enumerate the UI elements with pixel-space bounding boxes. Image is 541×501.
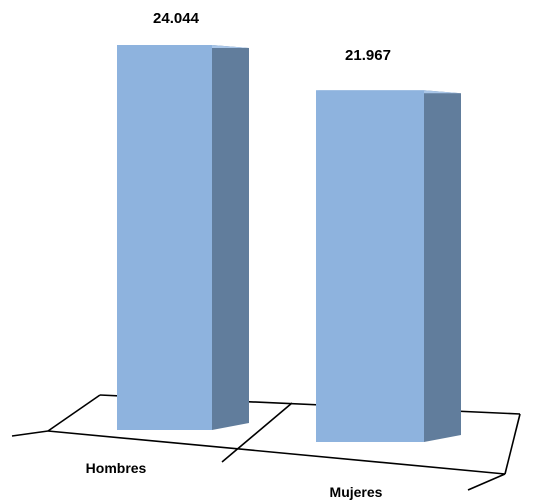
data-label-hombres: 24.044 <box>153 10 200 27</box>
bar-side-mujeres <box>424 90 461 442</box>
category-label-hombres: Hombres <box>86 460 147 476</box>
data-label-mujeres: 21.967 <box>345 47 391 64</box>
floor-middle-divider <box>221 402 293 463</box>
bar-hombres <box>117 45 212 430</box>
bar-mujeres <box>316 90 424 442</box>
labels-group: 24.044 21.967 Hombres Mujeres <box>86 10 391 500</box>
bar-side-hombres <box>212 45 249 430</box>
floor-right-edge <box>504 413 521 475</box>
floor-left-tick <box>11 430 49 437</box>
category-label-mujeres: Mujeres <box>330 484 383 500</box>
floor-right-tick <box>467 473 506 491</box>
bars-group <box>117 45 461 442</box>
floor-left-edge <box>47 394 101 432</box>
floor-front-edge <box>47 430 506 475</box>
